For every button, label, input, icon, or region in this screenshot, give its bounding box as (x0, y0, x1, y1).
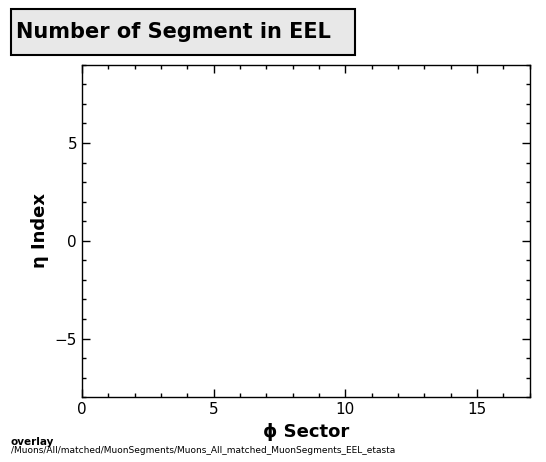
Text: Number of Segment in EEL: Number of Segment in EEL (16, 22, 331, 43)
X-axis label: ϕ Sector: ϕ Sector (263, 423, 349, 441)
Y-axis label: η Index: η Index (31, 194, 49, 268)
Text: overlay: overlay (11, 437, 54, 447)
Text: /Muons/All/matched/MuonSegments/Muons_All_matched_MuonSegments_EEL_etasta: /Muons/All/matched/MuonSegments/Muons_Al… (11, 446, 395, 455)
